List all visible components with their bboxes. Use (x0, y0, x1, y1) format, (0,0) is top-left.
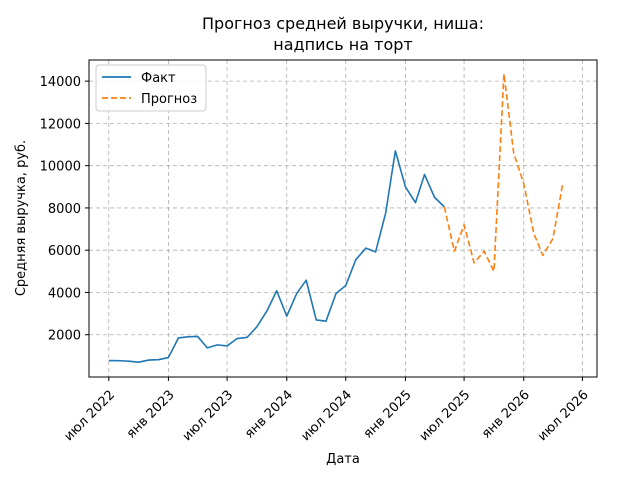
x-tick-label: янв 2023 (124, 388, 178, 442)
y-axis-label: Средняя выручка, руб. (14, 140, 29, 296)
x-tick-label: июл 2023 (180, 388, 237, 445)
series-line-fact (108, 150, 445, 364)
x-tick-label: янв 2026 (479, 388, 533, 442)
x-tick-label: июл 2024 (299, 388, 356, 445)
x-tick-label: июл 2025 (417, 388, 474, 445)
x-axis-label: Дата (326, 452, 360, 467)
y-tick-label: 6000 (48, 244, 81, 259)
y-tick-label: 4000 (48, 286, 81, 301)
y-tick-label: 14000 (40, 75, 81, 90)
legend-label-fact: Факт (141, 71, 176, 86)
plot-frame (88, 59, 598, 378)
x-tick-label: июл 2022 (62, 388, 119, 445)
y-tick-label: 10000 (40, 160, 81, 175)
chart-title-line-1: Прогноз средней выручки, ниша: (202, 14, 484, 33)
legend: Факт Прогноз (95, 64, 207, 112)
y-tick-label: 12000 (40, 117, 81, 132)
series-layer (108, 72, 564, 364)
y-tick-label: 2000 (48, 329, 81, 344)
x-tick-label: янв 2025 (361, 388, 415, 442)
legend-label-forecast: Прогноз (141, 92, 197, 107)
series-line-forecast (443, 72, 564, 273)
y-tick-label: 8000 (48, 202, 81, 217)
x-tick-label: янв 2024 (242, 388, 296, 442)
x-tick-label: июл 2026 (535, 388, 592, 445)
chart-title-line-2: надпись на торт (273, 35, 412, 54)
